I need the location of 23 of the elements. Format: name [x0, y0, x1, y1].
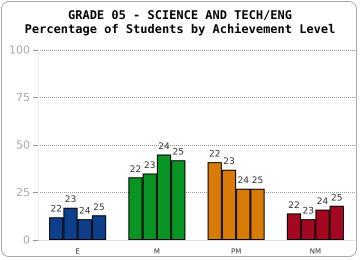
text: 25	[331, 193, 342, 204]
text: 25	[172, 148, 184, 158]
text: 24	[158, 142, 170, 152]
text: 22	[288, 200, 300, 211]
text: 22	[209, 150, 220, 160]
series-label: 22	[50, 204, 62, 215]
chart-subtitle: Percentage of Students by Achievement Level	[24, 22, 336, 36]
text: 23	[144, 161, 156, 171]
y-tick-label: 0	[23, 234, 30, 246]
text: 23	[223, 157, 235, 168]
text: 25	[252, 176, 264, 186]
text: 24	[238, 176, 249, 186]
series-label: 23	[64, 195, 76, 206]
chart-title: GRADE 05 - SCIENCE AND TECH/ENG	[68, 8, 292, 22]
y-tick-label: 50	[16, 138, 30, 152]
text: 24	[316, 197, 328, 208]
text: 22	[130, 164, 142, 175]
y-tick-label: 75	[16, 91, 30, 104]
series-label: 24	[79, 206, 91, 217]
y-tick-label: 25	[16, 186, 30, 199]
series-label: 25	[93, 202, 105, 213]
text: 23	[302, 206, 314, 217]
y-tick-label: 100	[9, 44, 30, 56]
